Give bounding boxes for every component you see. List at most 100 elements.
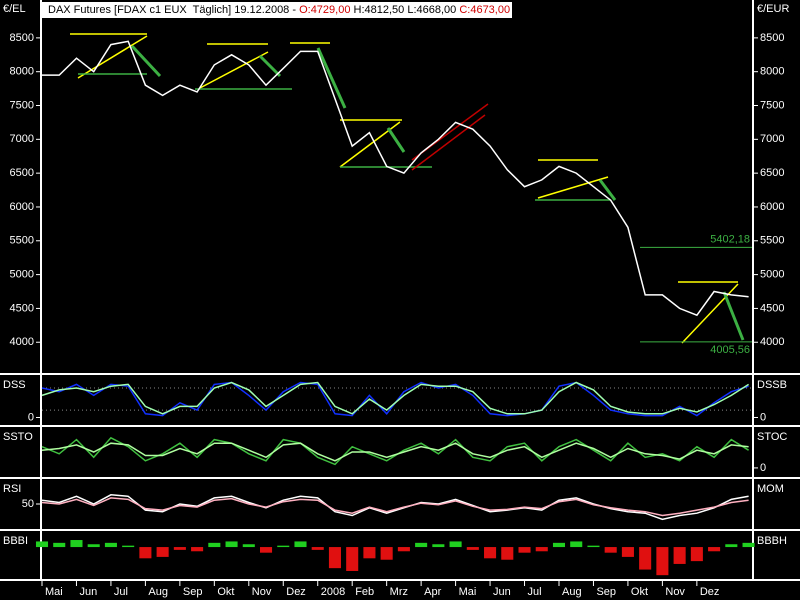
y-tick-label: 50 (22, 498, 34, 510)
bar (449, 541, 462, 548)
bar (156, 547, 169, 557)
bar (501, 547, 514, 560)
x-tick-label: Nov (252, 586, 272, 598)
bar (277, 545, 290, 548)
x-tick-label: Okt (217, 586, 234, 598)
bar (639, 547, 652, 570)
series-line (41, 497, 749, 517)
right-label: BBBH (757, 535, 787, 547)
bar (87, 544, 100, 548)
x-tick-label: Sep (183, 586, 203, 598)
bar (363, 547, 376, 559)
title-part: DAX Futures [FDAX c1 EUX Täglich] 19.12.… (48, 4, 299, 16)
bar (673, 547, 686, 564)
y-tick-label: 4000 (760, 336, 784, 348)
bar (621, 547, 634, 557)
y-tick-label: 6000 (10, 201, 34, 213)
x-tick-label: Aug (562, 586, 582, 598)
level-label: 4005,56 (710, 344, 750, 356)
series-line (41, 381, 750, 415)
bar (397, 547, 410, 552)
bar (122, 545, 135, 548)
x-tick-label: Okt (631, 586, 648, 598)
y-tick-label: 4500 (760, 302, 784, 314)
bar (346, 547, 359, 571)
bar (466, 547, 479, 550)
bar (725, 544, 738, 548)
series-line (41, 494, 749, 521)
x-tick-label: Feb (355, 586, 374, 598)
y-tick-label: 5000 (760, 269, 784, 281)
series-line (41, 442, 749, 462)
bar (570, 541, 583, 548)
left-label: BBBI (3, 535, 28, 547)
y-tick-label: 0 (28, 411, 34, 423)
x-tick-label: Jul (114, 586, 128, 598)
bar (415, 542, 428, 548)
y-tick-label: 0 (760, 411, 766, 423)
y-tick-label: 6500 (10, 167, 34, 179)
y-tick-label: 5500 (760, 235, 784, 247)
bar (518, 547, 531, 553)
bar (139, 547, 152, 559)
x-tick-label: Apr (424, 586, 441, 598)
bar (53, 542, 66, 548)
x-tick-label: 2008 (321, 586, 345, 598)
y-tick-label: 4500 (10, 302, 34, 314)
bar (328, 547, 341, 569)
y-tick-label: 0 (760, 462, 766, 474)
y-tick-label: 7000 (760, 133, 784, 145)
bar (432, 544, 445, 548)
bar (35, 541, 49, 548)
bar (242, 544, 255, 548)
bar (656, 547, 669, 576)
title-part: O:4729,00 (299, 4, 350, 16)
x-tick-label: Mai (45, 586, 63, 598)
y-tick-label: 4000 (10, 336, 34, 348)
x-tick-label: Jun (79, 586, 97, 598)
series-line (42, 40, 749, 317)
bar (742, 542, 755, 548)
bar (208, 542, 221, 548)
bar (587, 545, 600, 548)
x-tick-label: Nov (665, 586, 685, 598)
bar (311, 547, 324, 550)
y-tick-label: 8500 (760, 32, 784, 44)
y-tick-label: 5500 (10, 235, 34, 247)
right-label: €/EUR (757, 3, 789, 15)
x-tick-label: Aug (148, 586, 168, 598)
left-label: €/EL (3, 3, 26, 15)
x-tick-label: Mrz (390, 586, 408, 598)
bar (259, 547, 273, 553)
y-tick-label: 6000 (760, 201, 784, 213)
y-tick-label: 8000 (760, 66, 784, 78)
y-tick-label: 7500 (10, 99, 34, 111)
left-label: RSI (3, 483, 21, 495)
bar (380, 547, 393, 560)
bar (535, 547, 548, 552)
bar (708, 547, 721, 552)
x-tick-label: Dez (700, 586, 720, 598)
title-part: C:4673,00 (459, 4, 510, 16)
title-part: H:4812,50 L:4668,00 (350, 4, 459, 16)
bar (552, 542, 566, 548)
left-label: SSTO (3, 431, 33, 443)
x-tick-label: Jul (528, 586, 542, 598)
y-tick-label: 5000 (10, 269, 34, 281)
bar (104, 542, 117, 548)
right-label: STOC (757, 431, 787, 443)
x-tick-label: Sep (596, 586, 616, 598)
bar (604, 547, 617, 553)
bar (294, 541, 307, 548)
x-tick-label: Mai (459, 586, 477, 598)
y-tick-label: 8000 (10, 66, 34, 78)
right-label: MOM (757, 483, 784, 495)
bar (690, 547, 703, 562)
x-tick-label: Jun (493, 586, 511, 598)
y-tick-label: 7000 (10, 133, 34, 145)
y-tick-label: 7500 (760, 99, 784, 111)
bar (225, 541, 238, 548)
left-label: DSS (3, 379, 26, 391)
